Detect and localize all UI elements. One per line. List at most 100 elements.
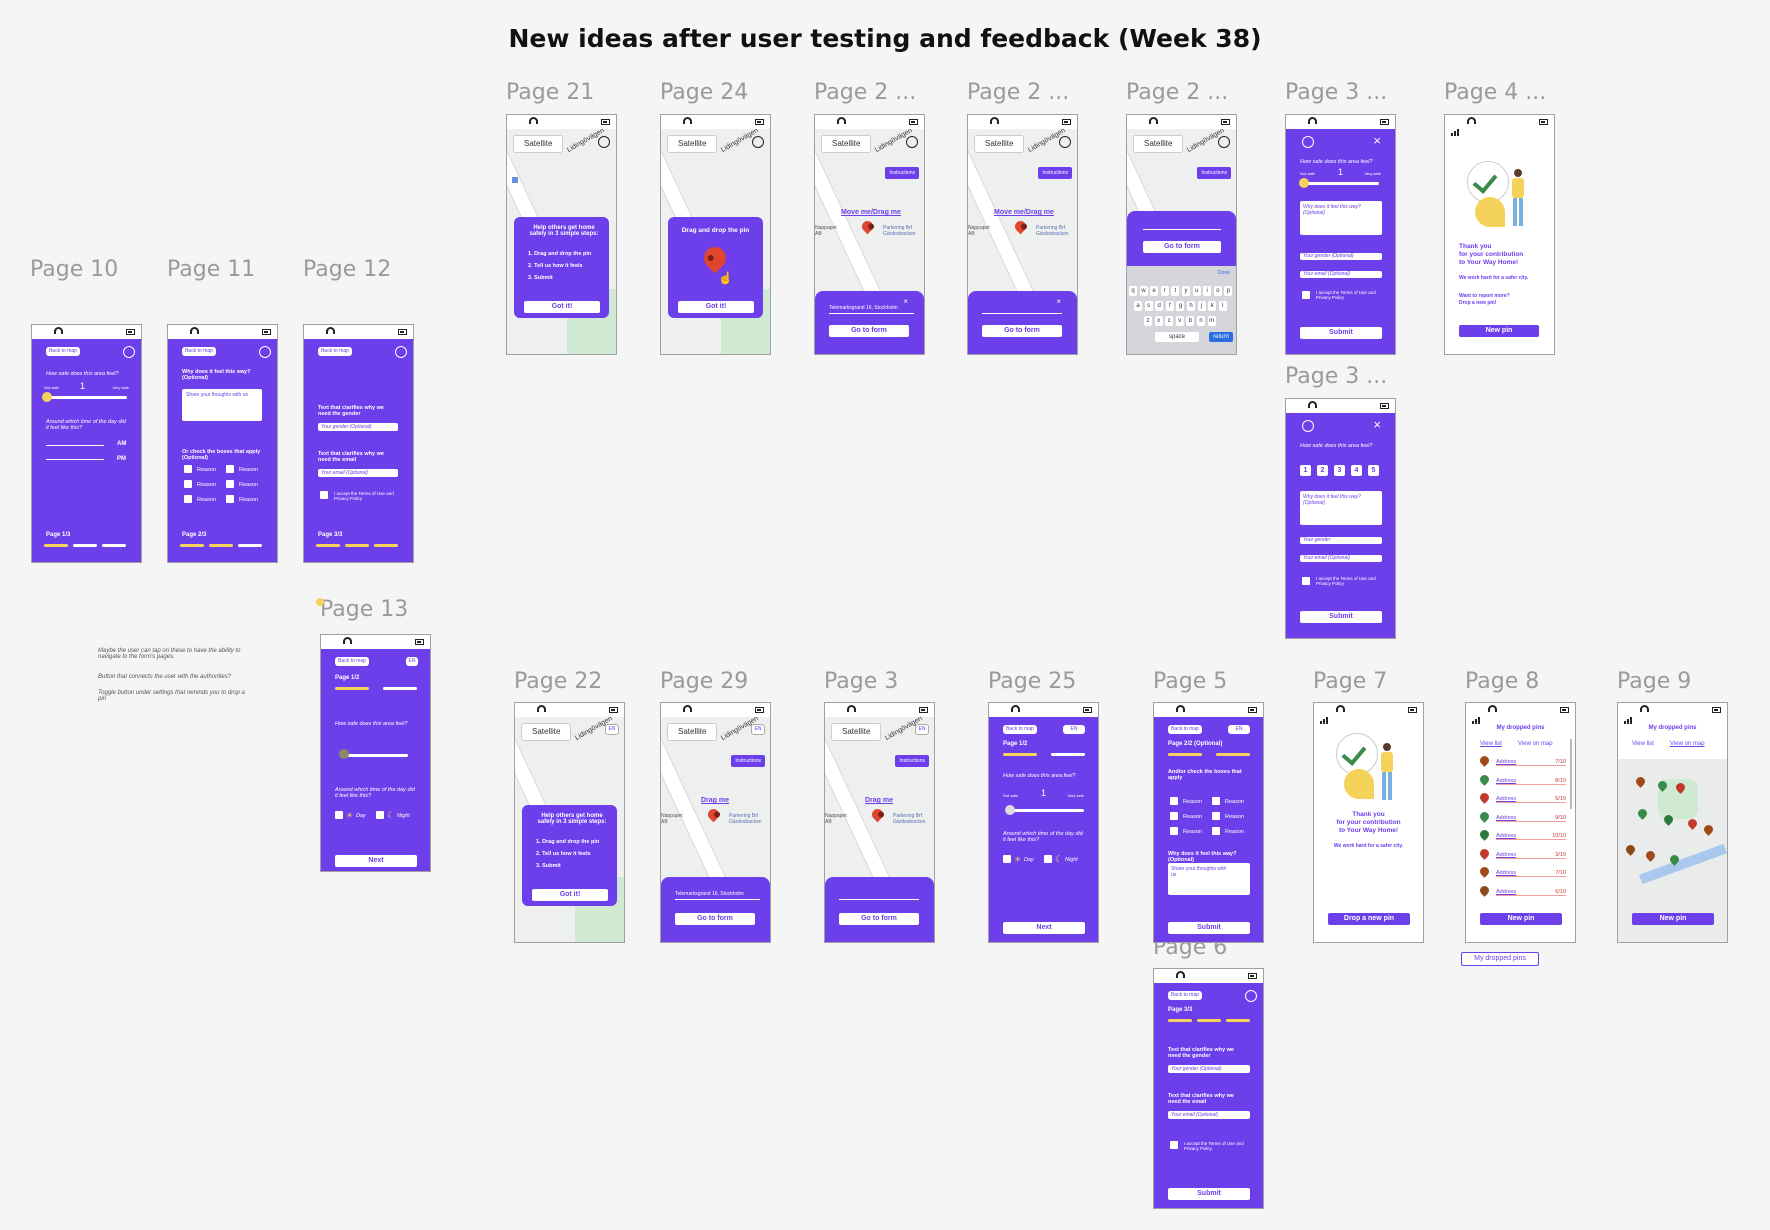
tab-view-list[interactable]: View list [1480,741,1502,747]
map-pin-icon[interactable] [1662,813,1675,826]
globe-icon[interactable] [752,136,764,148]
instructions-button[interactable]: Instructions [1038,167,1072,179]
night-checkbox[interactable] [376,811,384,819]
key-p[interactable]: p [1224,286,1233,296]
thoughts-textarea[interactable]: Share your thoughts with us [182,389,262,421]
key-c[interactable]: c [1165,316,1174,326]
language-button[interactable]: EN [751,724,765,735]
map-pin-icon[interactable] [1702,823,1715,836]
satellite-toggle[interactable]: Satellite [513,135,564,153]
terms-checkbox[interactable] [1302,291,1310,299]
next-button[interactable]: Next [335,855,417,867]
reason-checkbox[interactable] [1212,797,1220,805]
gender-select[interactable]: Your gender [1300,537,1382,544]
reason-checkbox[interactable] [226,495,234,503]
email-field[interactable]: Your email (Optional) [1300,555,1382,562]
pin-address[interactable]: Address [1496,870,1566,877]
progress-step[interactable] [73,544,97,547]
pin-address[interactable]: Address [1496,796,1566,803]
gender-select[interactable]: Your gender (Optional) [318,423,398,431]
key-m[interactable]: m [1207,316,1216,326]
key-z[interactable]: z [1144,316,1152,326]
tab-view-map[interactable]: View on map [1518,741,1553,747]
pin-address[interactable]: Address [1496,852,1566,859]
slider-knob[interactable] [1299,178,1309,188]
progress-step[interactable] [335,687,369,690]
progress-step[interactable] [1051,753,1085,756]
terms-checkbox[interactable] [320,491,328,499]
close-icon[interactable]: × [903,297,908,306]
my-dropped-pins-button[interactable]: My dropped pins [1461,952,1539,966]
globe-icon[interactable] [1302,420,1314,432]
scrollbar[interactable] [1570,739,1572,809]
instructions-button[interactable]: Instructions [895,755,929,767]
language-button[interactable]: EN [915,724,929,735]
email-field[interactable]: Your email (Optional) [1168,1111,1250,1119]
progress-step[interactable] [374,544,398,547]
globe-icon[interactable] [1059,136,1071,148]
return-key[interactable]: return [1209,332,1233,342]
thoughts-textarea[interactable]: Why does it feel this way? (Optional) [1300,201,1382,235]
location-pin-icon[interactable] [705,806,722,823]
map-pin-icon[interactable] [1636,807,1649,820]
key-y[interactable]: y [1182,286,1190,296]
globe-icon[interactable] [1302,136,1314,148]
night-checkbox[interactable] [1044,855,1052,863]
key-a[interactable]: a [1134,301,1142,311]
satellite-toggle[interactable]: Satellite [974,135,1025,153]
key-o[interactable]: o [1213,286,1222,296]
instructions-button[interactable]: Instructions [885,167,919,179]
satellite-toggle[interactable]: Satellite [831,723,882,741]
instructions-button[interactable]: Instructions [1197,167,1231,179]
reason-checkbox[interactable] [184,465,192,473]
time-field-pm[interactable] [46,459,104,460]
close-icon[interactable]: × [1373,417,1381,432]
address-field[interactable]: Telemarksgrand 16, Stockholm [829,305,914,314]
reason-checkbox[interactable] [226,465,234,473]
got-it-button[interactable]: Got it! [532,889,608,901]
pin-address[interactable]: Address [1496,889,1566,896]
language-button[interactable]: EN [406,657,418,666]
location-pin-icon[interactable] [1012,218,1029,235]
pin-address[interactable]: Address [1496,815,1566,822]
new-pin-button[interactable]: New pin [1480,913,1562,925]
email-field[interactable]: Your email (Optional) [1300,271,1382,278]
back-to-map-button[interactable]: Back to map [335,657,369,666]
key-f[interactable]: f [1165,301,1174,311]
address-field[interactable] [839,899,919,900]
back-to-map-button[interactable]: Back to map [318,347,352,356]
globe-icon[interactable] [1218,136,1230,148]
key-u[interactable]: u [1192,286,1201,296]
slider-knob[interactable] [1005,805,1015,815]
key-t[interactable]: t [1171,286,1180,296]
globe-icon[interactable] [1245,990,1257,1002]
location-pin-icon[interactable] [859,218,876,235]
rating-option-3[interactable]: 3 [1334,465,1345,476]
email-field[interactable]: Your email (Optional) [318,469,398,477]
space-key[interactable]: space [1155,332,1199,342]
satellite-toggle[interactable]: Satellite [821,135,872,153]
next-button[interactable]: Next [1003,922,1085,934]
drop-new-pin-button[interactable]: Drop a new pin [1328,913,1410,925]
time-field-am[interactable] [46,445,104,446]
terms-checkbox[interactable] [1302,577,1310,585]
progress-step[interactable] [44,544,68,547]
satellite-toggle[interactable]: Satellite [1133,135,1184,153]
key-n[interactable]: n [1197,316,1205,326]
safety-slider[interactable] [46,396,127,399]
progress-step[interactable] [383,687,417,690]
key-x[interactable]: x [1154,316,1163,326]
map-pin-icon[interactable] [1644,849,1657,862]
gender-select[interactable]: Your gender (Optional) [1300,253,1382,260]
slider-knob[interactable] [42,392,52,402]
progress-step[interactable] [238,544,262,547]
safety-slider[interactable] [1009,809,1084,812]
back-to-map-button[interactable]: Back to map [1168,725,1202,734]
satellite-toggle[interactable]: Satellite [667,135,718,153]
progress-step[interactable] [316,544,340,547]
safety-slider[interactable] [341,754,408,757]
globe-icon[interactable] [906,136,918,148]
globe-icon[interactable] [395,346,407,358]
got-it-button[interactable]: Got it! [524,301,600,313]
